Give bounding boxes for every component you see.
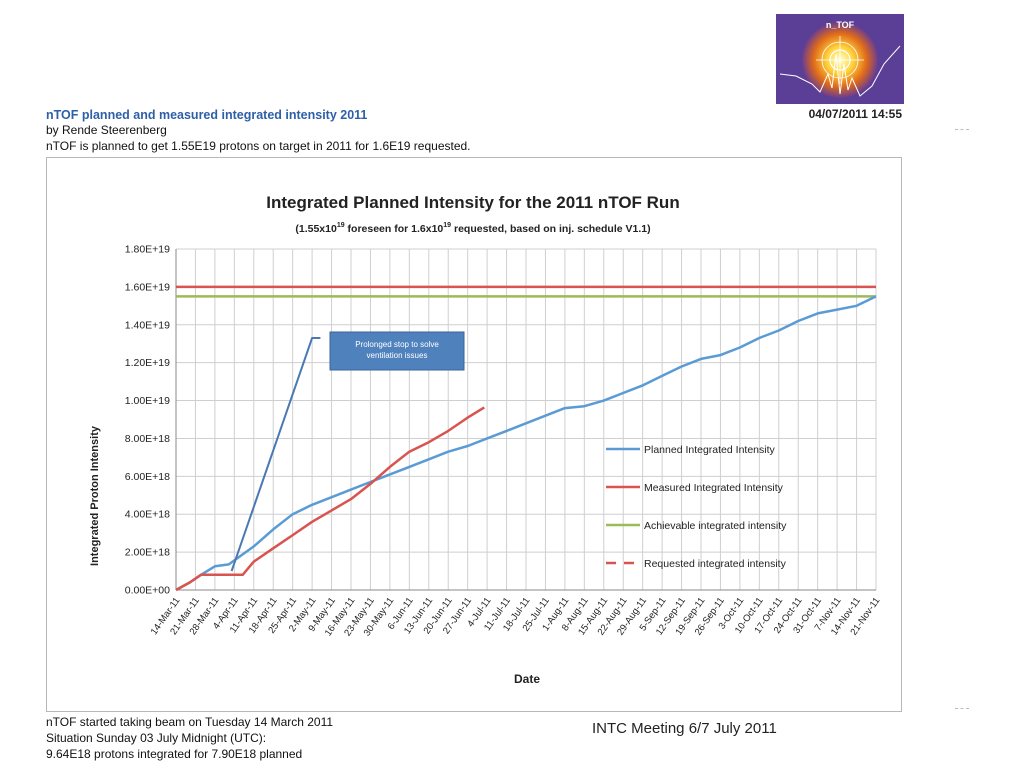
y-tick-label: 6.00E+18 — [125, 471, 170, 483]
legend-label: Requested integrated intensity — [644, 558, 787, 570]
summary-line: nTOF is planned to get 1.55E19 protons o… — [46, 139, 471, 153]
legend-label: Measured Integrated Intensity — [644, 482, 784, 494]
legend-label: Planned Integrated Intensity — [644, 444, 776, 456]
footer-line-2: Situation Sunday 03 July Midnight (UTC): — [46, 731, 267, 745]
slide-divider — [955, 129, 969, 130]
x-axis-label: Date — [514, 672, 540, 686]
y-tick-label: 4.00E+18 — [125, 509, 170, 521]
chart-title: Integrated Planned Intensity for the 201… — [266, 193, 679, 212]
slide-divider — [955, 708, 969, 709]
series-line — [175, 406, 485, 592]
y-tick-label: 1.80E+19 — [125, 244, 170, 256]
intensity-chart: Integrated Planned Intensity for the 201… — [89, 193, 882, 686]
chart-frame — [46, 157, 902, 712]
y-tick-label: 2.00E+18 — [125, 547, 170, 559]
chart-subtitle: (1.55x1019 foreseen for 1.6x1019 request… — [295, 222, 650, 235]
y-axis-label: Integrated Proton Intensity — [89, 425, 101, 566]
y-tick-label: 1.20E+19 — [125, 357, 170, 369]
annotation-text: ventilation issues — [367, 351, 428, 360]
footer-line-3: 9.64E18 protons integrated for 7.90E18 p… — [46, 747, 303, 761]
footer-line-1: nTOF started taking beam on Tuesday 14 M… — [46, 715, 334, 729]
stop-indicator-line — [230, 337, 321, 572]
timestamp: 04/07/2011 14:55 — [808, 107, 902, 121]
meeting-label: INTC Meeting 6/7 July 2011 — [592, 720, 777, 737]
logo-text: n_TOF — [826, 20, 855, 30]
y-tick-label: 1.60E+19 — [125, 281, 170, 293]
author-line: by Rende Steerenberg — [46, 123, 167, 137]
annotation-box — [329, 331, 465, 371]
series-line — [175, 295, 877, 592]
y-tick-label: 1.00E+19 — [125, 395, 170, 407]
y-tick-label: 0.00E+00 — [125, 585, 170, 597]
ntof-logo: n_TOF — [776, 14, 904, 104]
annotation-text: Prolonged stop to solve — [355, 340, 439, 349]
y-tick-label: 8.00E+18 — [125, 433, 170, 445]
legend-label: Achievable integrated intensity — [644, 520, 787, 532]
page-title: nTOF planned and measured integrated int… — [46, 108, 368, 122]
y-tick-label: 1.40E+19 — [125, 319, 170, 331]
